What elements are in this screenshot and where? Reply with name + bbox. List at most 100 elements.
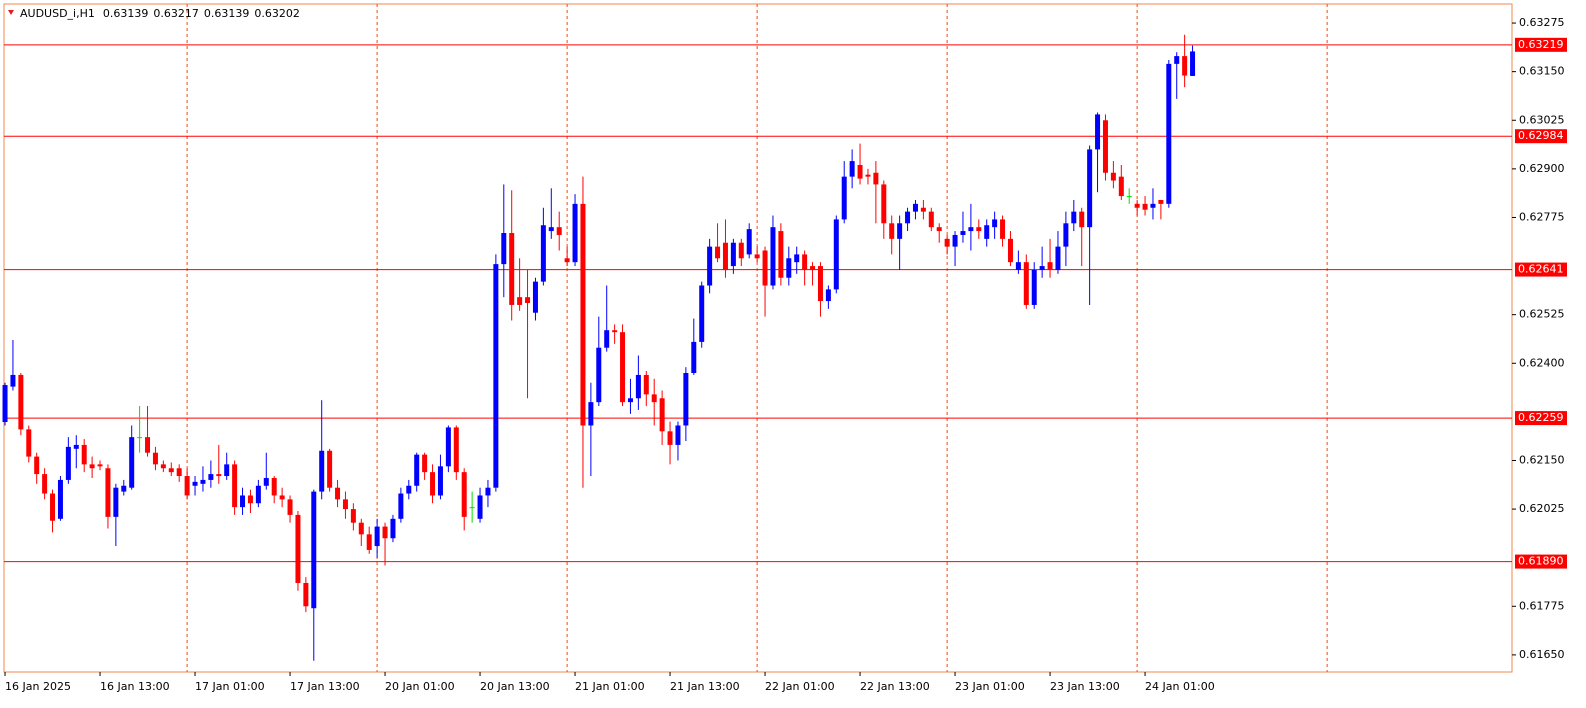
candle-body <box>730 242 736 267</box>
x-tick-label: 24 Jan 01:00 <box>1145 680 1215 693</box>
candle-body <box>192 481 198 486</box>
candle-body <box>208 474 214 480</box>
candle-body <box>857 164 863 179</box>
candle-body <box>97 464 103 467</box>
candle-body <box>1079 211 1085 228</box>
y-tick-label: 0.62150 <box>1519 453 1565 466</box>
y-tick-label: 0.63275 <box>1519 16 1565 29</box>
candle-body <box>1158 199 1164 204</box>
candle-body <box>1023 262 1029 305</box>
candle-body <box>65 446 71 480</box>
candle-body <box>596 347 602 403</box>
x-tick-label: 17 Jan 13:00 <box>290 680 360 693</box>
candle-body <box>18 374 24 430</box>
x-tick-label: 21 Jan 01:00 <box>575 680 645 693</box>
candle-body <box>319 450 325 492</box>
candle-body <box>643 374 649 395</box>
candles <box>2 34 1196 661</box>
candle-body <box>311 491 317 609</box>
candle-body <box>160 464 166 469</box>
candle-body <box>1134 203 1140 208</box>
candle-body <box>699 285 705 342</box>
candle-body <box>612 330 618 333</box>
candle-body <box>1118 176 1124 197</box>
candle-body <box>1000 219 1006 239</box>
candle-body <box>881 184 887 224</box>
candle-body <box>912 203 918 212</box>
candle-body <box>390 518 396 539</box>
candle-body <box>295 514 301 583</box>
candle-body <box>580 203 586 426</box>
candle-body <box>968 227 974 232</box>
candle-body <box>548 227 554 232</box>
header-low: 0.63139 <box>204 7 250 20</box>
candle-body <box>501 233 507 265</box>
candle-body <box>216 474 222 477</box>
candle-body <box>1087 149 1093 228</box>
symbol: AUDUSD_i,H1 <box>20 7 95 20</box>
candle-body <box>683 372 689 426</box>
header-close: 0.63202 <box>254 7 300 20</box>
candle-body <box>176 468 182 477</box>
candle-body <box>675 425 681 445</box>
candle-body <box>635 374 641 399</box>
candle-body <box>802 254 808 270</box>
candle-body <box>1182 56 1188 76</box>
candle-body <box>342 499 348 510</box>
level-label: 0.62984 <box>1518 129 1564 142</box>
candle-body <box>865 174 871 177</box>
candle-body <box>1007 238 1013 263</box>
candle-body <box>738 242 744 259</box>
candle-body <box>873 172 879 185</box>
candle-body <box>406 485 412 494</box>
candle-body <box>651 394 657 403</box>
candle-body <box>461 472 467 517</box>
candle-body <box>1102 120 1108 173</box>
candle-body <box>1015 262 1021 270</box>
y-tick-label: 0.61775 <box>1519 599 1565 612</box>
candle-body <box>382 526 388 539</box>
candle-body <box>810 266 816 270</box>
candle-body <box>509 233 515 305</box>
candle-body <box>50 493 56 521</box>
candle-body <box>849 161 855 177</box>
candle-body <box>1039 266 1045 270</box>
x-tick-label: 22 Jan 01:00 <box>765 680 835 693</box>
candle-body <box>232 464 238 508</box>
x-tick-label: 20 Jan 01:00 <box>385 680 455 693</box>
candle-body <box>627 398 633 403</box>
candle-body <box>976 227 982 232</box>
candle-body <box>1063 223 1069 247</box>
candle-body <box>778 231 784 278</box>
candle-body <box>691 341 697 373</box>
candle-body <box>168 468 174 473</box>
y-tick-label: 0.62025 <box>1519 502 1565 515</box>
candle-body <box>905 211 911 224</box>
candle-body <box>1190 51 1196 76</box>
candle-body <box>889 223 895 239</box>
y-tick-label: 0.62900 <box>1519 162 1565 175</box>
candle-body <box>1126 196 1132 198</box>
level-label-box <box>1515 129 1567 144</box>
candle-body <box>540 225 546 282</box>
candle-body <box>485 487 491 496</box>
candle-body <box>556 227 562 235</box>
y-tick-label: 0.62525 <box>1519 308 1565 321</box>
candle-body <box>121 485 127 492</box>
header-arrow <box>8 10 14 15</box>
candle-body <box>445 427 451 467</box>
candle-body <box>1166 63 1172 204</box>
candle-body <box>240 495 246 508</box>
candle-body <box>604 330 610 348</box>
candle-body <box>358 522 364 535</box>
candle-body <box>422 454 428 473</box>
candle-body <box>26 429 32 457</box>
x-tick-label: 16 Jan 2025 <box>5 680 71 693</box>
candle-body <box>113 487 119 517</box>
candle-body <box>152 452 158 465</box>
candle-body <box>493 264 499 488</box>
candle-body <box>525 297 531 304</box>
level-label: 0.63219 <box>1518 38 1564 51</box>
